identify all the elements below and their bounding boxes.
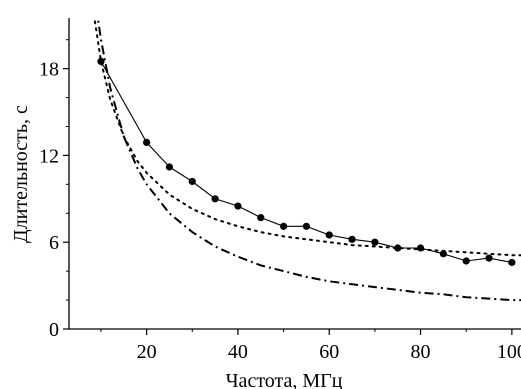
data-point bbox=[211, 195, 219, 203]
data-point bbox=[143, 138, 151, 146]
data-point bbox=[439, 250, 447, 258]
data-point bbox=[348, 235, 356, 243]
x-tick-label: 60 bbox=[319, 341, 339, 363]
y-tick-label: 12 bbox=[39, 145, 59, 167]
y-ticks: 0 6 12 18 bbox=[39, 39, 69, 341]
y-axis-title: Длительность, с bbox=[10, 105, 32, 243]
y-tick-label: 6 bbox=[49, 232, 59, 254]
data-point bbox=[234, 202, 242, 210]
y-tick-label: 0 bbox=[49, 319, 59, 341]
x-tick-label: 40 bbox=[228, 341, 248, 363]
series-layer bbox=[93, 18, 521, 302]
data-point bbox=[279, 222, 288, 230]
plot-frame bbox=[68, 18, 521, 330]
data-point bbox=[394, 244, 402, 252]
x-tick-label: 100 bbox=[497, 341, 521, 363]
series-line-2 bbox=[93, 18, 521, 257]
data-point bbox=[97, 57, 105, 65]
data-point bbox=[165, 163, 174, 171]
data-point bbox=[462, 257, 470, 265]
x-ticks: 20 40 60 80 100 bbox=[100, 329, 521, 363]
data-point bbox=[302, 222, 311, 230]
data-point bbox=[508, 258, 516, 267]
data-point bbox=[325, 231, 333, 239]
data-point bbox=[257, 214, 265, 222]
data-point bbox=[485, 254, 493, 262]
series-line-3 bbox=[96, 18, 521, 302]
x-tick-label: 20 bbox=[137, 341, 157, 363]
y-tick-label: 18 bbox=[39, 59, 59, 81]
series-line-1 bbox=[100, 61, 513, 264]
x-axis-title: Частота, МГц bbox=[226, 370, 343, 389]
data-point bbox=[188, 177, 196, 186]
data-point bbox=[371, 238, 379, 246]
x-tick-label: 80 bbox=[411, 341, 431, 363]
